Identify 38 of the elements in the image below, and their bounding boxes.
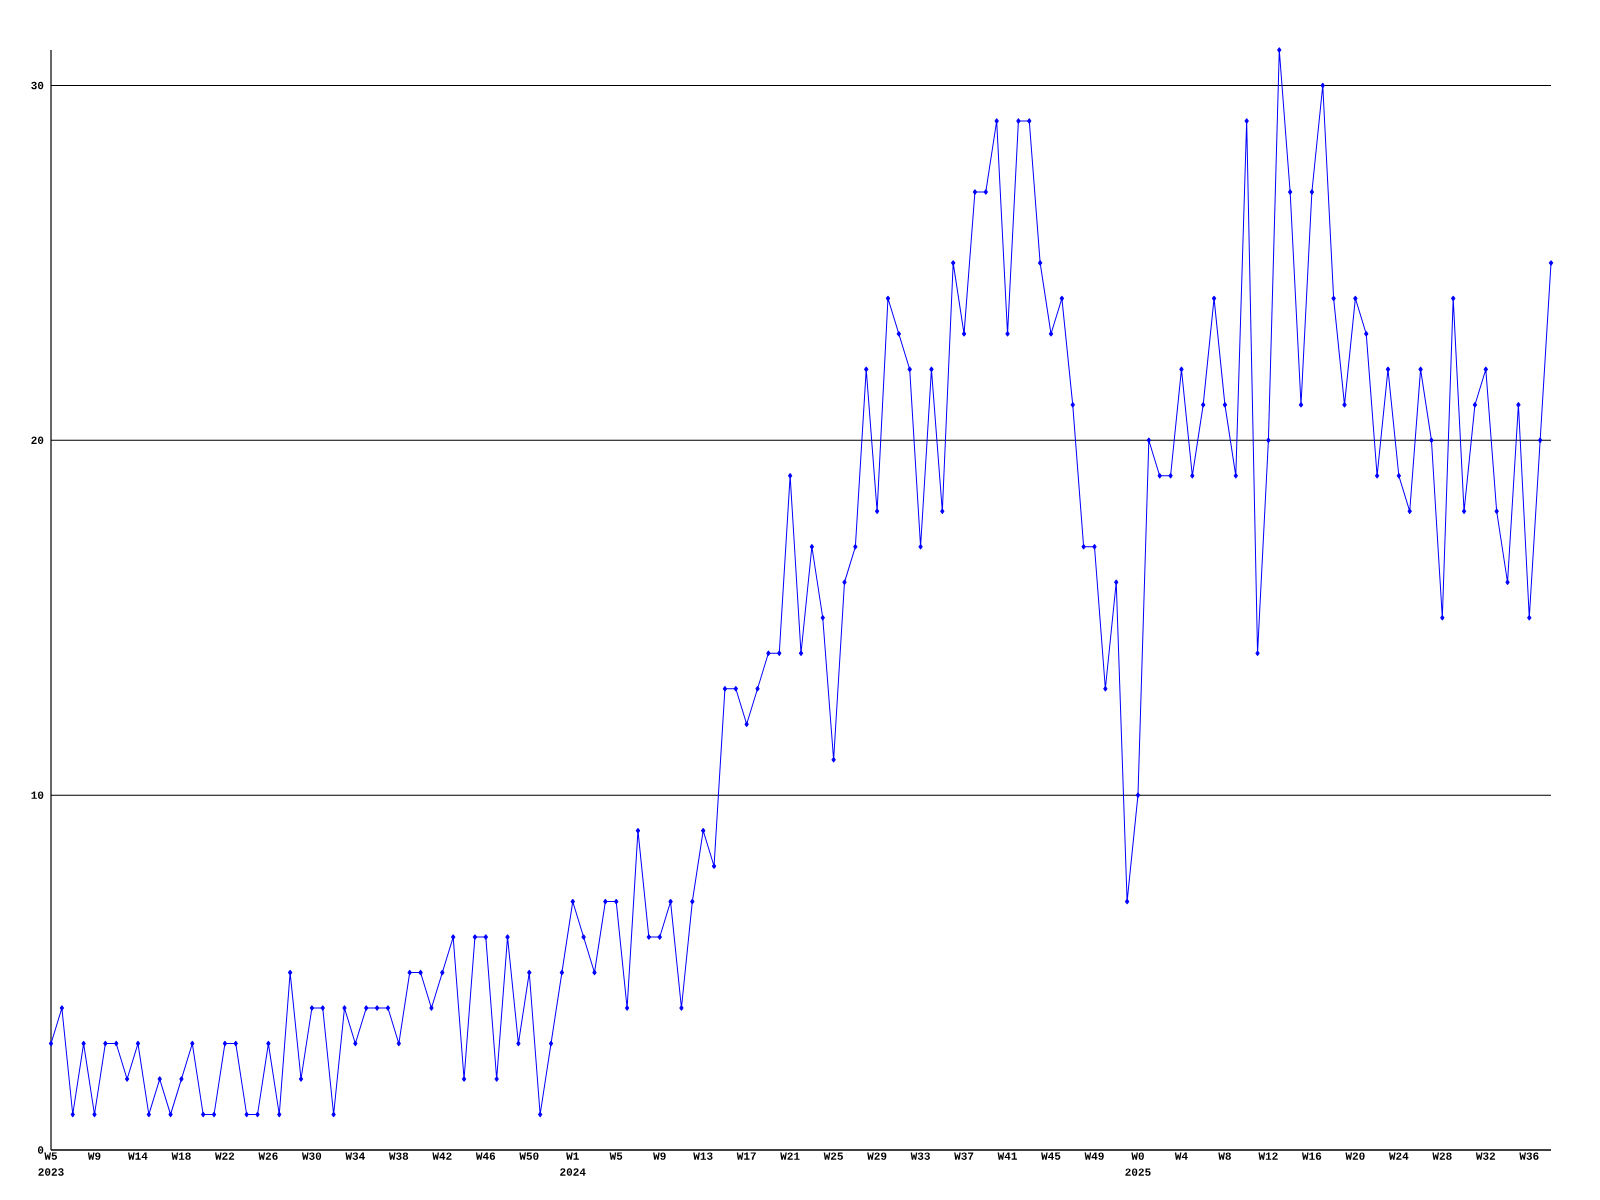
x-tick-label: W26 [258,1152,278,1160]
x-tick-label: W0 2025 [1125,1152,1151,1176]
x-tick-label: W20 [1345,1152,1365,1160]
x-tick-label: W28 [1432,1152,1452,1160]
y-tick-label: 10 [31,791,44,799]
x-tick-label: W17 [736,1152,756,1160]
x-tick-label: W41 [997,1152,1017,1160]
y-tick-label: 0 [37,1146,44,1154]
x-tick-label: W25 [823,1152,843,1160]
y-tick-label: 30 [31,81,44,90]
x-tick-label: W49 [1084,1152,1104,1160]
x-tick-label: W33 [910,1152,930,1160]
x-tick-label: W36 [1519,1152,1539,1160]
x-tick-label: W5 [609,1152,623,1160]
x-tick-label: W34 [345,1152,365,1160]
x-tick-label: W37 [954,1152,974,1160]
x-tick-label: W46 [475,1152,496,1160]
x-tick-label: W38 [388,1152,409,1160]
x-tick-label: W45 [1041,1152,1061,1160]
x-tick-label: W32 [1475,1152,1496,1160]
x-tick-label: W1 2024 [560,1152,586,1176]
x-tick-label: W4 [1174,1152,1188,1160]
x-tick-label: W50 [519,1152,539,1160]
y-tick-label: 20 [31,436,44,445]
x-tick-label: W42 [432,1152,452,1160]
x-tick-label: W18 [171,1152,191,1160]
x-tick-label: W9 [87,1152,101,1160]
x-tick-label: W8 [1218,1152,1231,1160]
x-tick-label: W9 [653,1152,666,1160]
x-tick-label: W30 [301,1152,322,1160]
x-tick-label: W29 [867,1152,887,1160]
x-tick-label: W12 [1258,1152,1278,1160]
x-tick-label: W22 [215,1152,235,1160]
x-tick-label: W21 [780,1152,800,1160]
x-tick-label: W13 [693,1152,713,1160]
x-tick-label: W24 [1388,1152,1409,1160]
x-tick-label: W16 [1301,1152,1322,1160]
x-tick-label: W14 [128,1152,148,1160]
